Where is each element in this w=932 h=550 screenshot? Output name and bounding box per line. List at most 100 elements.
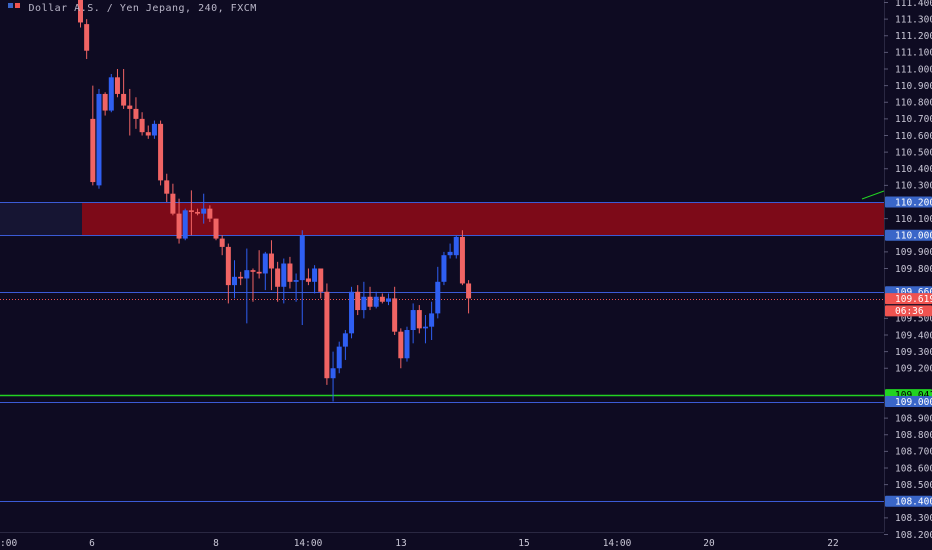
candle-body[interactable]: [145, 132, 151, 136]
candle-body[interactable]: [404, 330, 410, 359]
candle-body[interactable]: [349, 291, 355, 334]
candle-body[interactable]: [102, 93, 108, 111]
candle-body[interactable]: [410, 310, 416, 331]
candle-body[interactable]: [84, 24, 90, 51]
candle-body[interactable]: [392, 298, 398, 332]
candle-body[interactable]: [201, 208, 207, 214]
candle-body[interactable]: [299, 235, 305, 281]
candle-body[interactable]: [275, 268, 281, 287]
candle-body[interactable]: [361, 296, 367, 311]
candle-body[interactable]: [250, 270, 256, 272]
trendline[interactable]: [861, 190, 885, 200]
legend-square-icon: [8, 3, 13, 8]
candle-body[interactable]: [90, 118, 96, 183]
price-badge-label: 06:36: [895, 306, 924, 317]
candle-body[interactable]: [324, 291, 330, 379]
candle-body[interactable]: [108, 77, 114, 111]
candle-body[interactable]: [151, 123, 157, 136]
candle-body[interactable]: [262, 253, 268, 274]
candle-body[interactable]: [195, 211, 201, 214]
supply-zone[interactable]: [82, 202, 884, 236]
candle-body[interactable]: [441, 255, 447, 282]
candle-body[interactable]: [312, 268, 318, 282]
price-tick-label: 108.900: [895, 413, 932, 424]
price-badge: [885, 229, 932, 241]
candle-body[interactable]: [398, 331, 404, 359]
candle-body[interactable]: [176, 213, 182, 239]
price-tick-label: 110.900: [895, 81, 932, 92]
candle-body[interactable]: [225, 246, 231, 286]
price-badge: [885, 495, 932, 507]
time-tick-label: 15: [518, 538, 529, 549]
price-badge: [885, 305, 932, 317]
price-badge-label: 108.400: [895, 497, 932, 508]
price-badge-label: 110.200: [895, 197, 932, 208]
candle-body[interactable]: [379, 296, 385, 302]
price-tick-label: 108.200: [895, 530, 932, 541]
candle-body[interactable]: [158, 123, 164, 181]
candle-body[interactable]: [96, 93, 102, 186]
candle-body[interactable]: [170, 193, 176, 214]
candle-body[interactable]: [447, 251, 453, 256]
candle-body[interactable]: [219, 238, 225, 247]
price-tick-label: 108.600: [895, 463, 932, 474]
candle-body[interactable]: [416, 310, 422, 329]
candle-body[interactable]: [188, 210, 194, 212]
candle-body[interactable]: [244, 270, 250, 279]
candle-body[interactable]: [133, 108, 139, 119]
price-tick-label: 111.300: [895, 14, 932, 25]
candle-body[interactable]: [373, 296, 379, 307]
candle-body[interactable]: [121, 93, 127, 106]
price-tick-label: 111.000: [895, 64, 932, 75]
price-tick-label: 108.800: [895, 430, 932, 441]
price-tick-label: 108.700: [895, 447, 932, 458]
time-tick-label: 8: [213, 538, 219, 549]
candle-body[interactable]: [114, 77, 120, 94]
candle-body[interactable]: [213, 218, 219, 239]
candle-body[interactable]: [466, 283, 472, 299]
candle-body[interactable]: [238, 276, 244, 279]
price-badge-label: 110.000: [895, 231, 932, 242]
candle-body[interactable]: [232, 276, 237, 286]
candle-body[interactable]: [164, 180, 170, 194]
candle-body[interactable]: [459, 236, 465, 284]
candle-body[interactable]: [386, 298, 391, 302]
price-tick-label: 109.800: [895, 264, 932, 275]
candle-body[interactable]: [355, 291, 361, 311]
supply-zone-left: [0, 202, 82, 236]
price-tick-label: 109.200: [895, 364, 932, 375]
price-tick-label: 109.900: [895, 247, 932, 258]
price-badge: [885, 293, 932, 305]
candle-body[interactable]: [453, 236, 459, 256]
candle-body[interactable]: [429, 313, 435, 327]
price-tick-label: 110.400: [895, 164, 932, 175]
candle-body[interactable]: [268, 253, 274, 269]
candle-body[interactable]: [293, 280, 299, 282]
candle-body[interactable]: [281, 263, 287, 287]
price-badge-label: 109.660: [895, 287, 932, 298]
candle-body[interactable]: [256, 271, 262, 274]
price-badge-label: 109.000: [895, 397, 932, 408]
candle-body[interactable]: [207, 208, 213, 219]
candle-body[interactable]: [127, 105, 133, 109]
candle-body[interactable]: [367, 296, 373, 307]
candle-body[interactable]: [318, 268, 324, 292]
candle-body[interactable]: [342, 333, 348, 347]
price-badge: [885, 396, 932, 407]
symbol-title: Dollar A.S. / Yen Jepang, 240, FXCM: [28, 3, 257, 14]
candle-body[interactable]: [330, 368, 336, 379]
symbol-legend[interactable]: Dollar A.S. / Yen Jepang, 240, FXCM: [8, 3, 257, 14]
candle-body[interactable]: [287, 263, 293, 282]
time-tick-label: 6: [89, 538, 95, 549]
price-axis[interactable]: [884, 0, 932, 550]
time-axis[interactable]: [0, 532, 884, 550]
candle-body[interactable]: [305, 278, 311, 282]
candle-body[interactable]: [336, 346, 342, 369]
candle-body[interactable]: [139, 118, 145, 133]
candle-body[interactable]: [78, 0, 83, 23]
candle-body[interactable]: [182, 210, 188, 239]
candle-body[interactable]: [422, 326, 428, 329]
candle-body[interactable]: [435, 281, 441, 314]
